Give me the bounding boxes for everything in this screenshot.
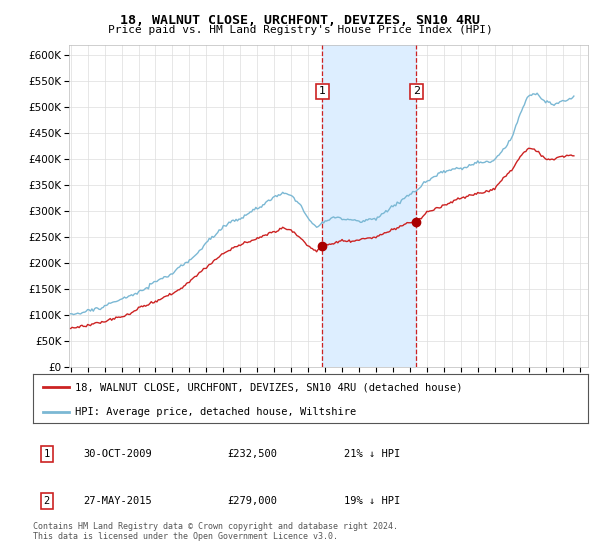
Text: 2: 2 [44, 496, 50, 506]
Text: £232,500: £232,500 [227, 449, 277, 459]
Text: 1: 1 [319, 86, 326, 96]
Text: £279,000: £279,000 [227, 496, 277, 506]
Text: 2: 2 [413, 86, 420, 96]
Text: 18, WALNUT CLOSE, URCHFONT, DEVIZES, SN10 4RU: 18, WALNUT CLOSE, URCHFONT, DEVIZES, SN1… [120, 14, 480, 27]
Text: 30-OCT-2009: 30-OCT-2009 [83, 449, 152, 459]
Text: Price paid vs. HM Land Registry's House Price Index (HPI): Price paid vs. HM Land Registry's House … [107, 25, 493, 35]
Text: 19% ↓ HPI: 19% ↓ HPI [344, 496, 400, 506]
Text: 1: 1 [44, 449, 50, 459]
Text: Contains HM Land Registry data © Crown copyright and database right 2024.
This d: Contains HM Land Registry data © Crown c… [33, 522, 398, 542]
Bar [322, 45, 416, 367]
Text: 27-MAY-2015: 27-MAY-2015 [83, 496, 152, 506]
Text: 21% ↓ HPI: 21% ↓ HPI [344, 449, 400, 459]
Text: HPI: Average price, detached house, Wiltshire: HPI: Average price, detached house, Wilt… [74, 407, 356, 417]
Text: 18, WALNUT CLOSE, URCHFONT, DEVIZES, SN10 4RU (detached house): 18, WALNUT CLOSE, URCHFONT, DEVIZES, SN1… [74, 382, 462, 393]
